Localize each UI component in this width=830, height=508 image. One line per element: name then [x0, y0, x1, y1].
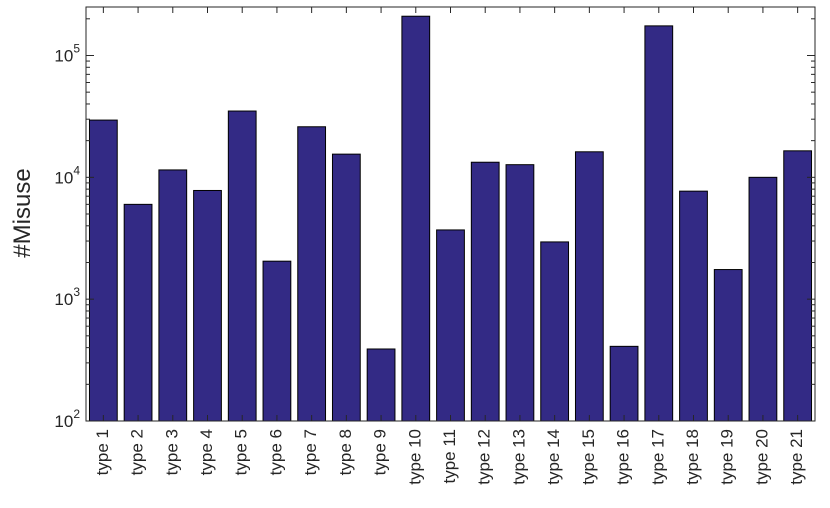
- x-tick-label: type 7: [301, 429, 320, 475]
- bar: [748, 176, 778, 422]
- plot-area: type 1 type 2 type 3 type 4 type 5 type 6 type…: [54, 6, 816, 485]
- y-tick-label: 104: [54, 163, 80, 187]
- bar: [609, 345, 639, 422]
- x-tick-label: type 6: [266, 429, 285, 475]
- bar: [540, 241, 570, 422]
- bar: [123, 203, 153, 422]
- x-tick-label: type 8: [336, 429, 355, 475]
- y-tick-label: 102: [54, 407, 80, 431]
- bar: [401, 15, 431, 422]
- y-tick-label: 103: [54, 285, 80, 309]
- x-tick-label: type 3: [162, 429, 181, 475]
- bar: [262, 260, 292, 422]
- bar: [505, 164, 535, 422]
- x-tick-label: type 18: [683, 429, 702, 485]
- bar: [297, 126, 327, 422]
- bar: [193, 189, 222, 422]
- x-tick-label: type 10: [405, 429, 424, 485]
- bar: [470, 161, 500, 422]
- y-axis-label: #Misuse: [9, 168, 36, 257]
- x-tick-label: type 15: [579, 429, 598, 485]
- x-tick-label: type 13: [509, 429, 528, 485]
- x-tick-label: type 16: [614, 429, 633, 485]
- bar: [88, 119, 118, 422]
- x-tick-label: type 11: [440, 429, 459, 484]
- bar: [436, 229, 465, 422]
- y-tick-label: 105: [54, 41, 80, 65]
- bar: [644, 25, 674, 422]
- x-tick-label: type 12: [475, 429, 494, 485]
- x-tick-label: type 21: [787, 429, 806, 485]
- x-tick-label: type 14: [544, 429, 563, 485]
- bar: [158, 169, 188, 422]
- bar: [227, 110, 257, 422]
- bar: [713, 269, 743, 422]
- x-tick-label: type 5: [232, 429, 251, 475]
- bar: [783, 150, 813, 422]
- x-tick-label: type 4: [197, 429, 216, 475]
- bar: [574, 151, 604, 422]
- x-tick-label: type 20: [752, 429, 771, 485]
- x-tick-label: type 19: [718, 429, 737, 485]
- bar: [679, 190, 708, 422]
- bar: [331, 153, 361, 422]
- x-tick-label: type 2: [128, 429, 147, 475]
- x-tick-label: type 1: [93, 429, 112, 475]
- x-tick-label: type 17: [648, 429, 667, 485]
- bar: [366, 348, 396, 422]
- x-tick-label: type 9: [371, 429, 390, 475]
